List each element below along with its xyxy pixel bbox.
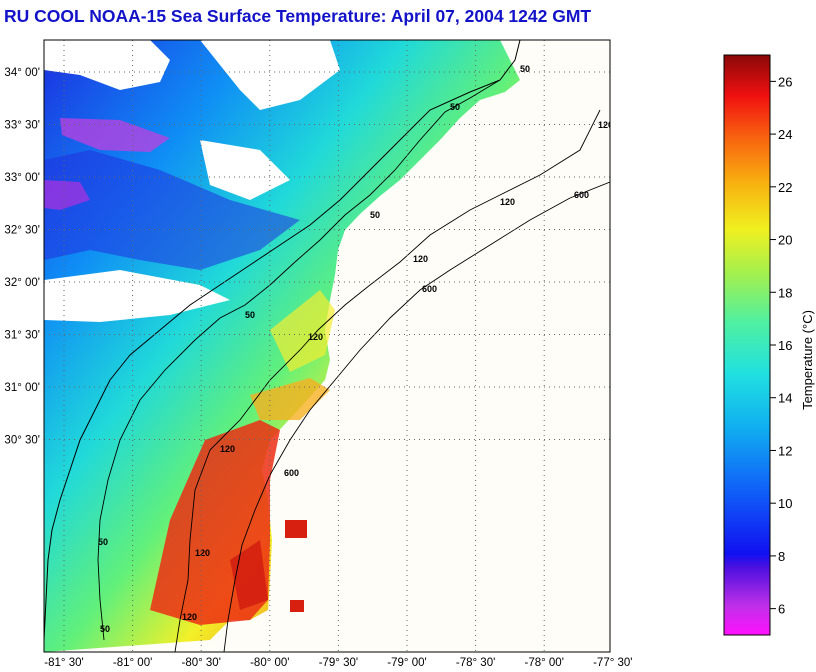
map-grid — [44, 40, 610, 652]
sst-pixel-cluster — [290, 600, 304, 612]
longitude-label: -79° 00' — [387, 657, 426, 669]
isobath-120m — [174, 109, 601, 652]
latitude-label: 30° 30' — [4, 435, 40, 447]
contour-label-120: 120 — [308, 332, 323, 342]
magenta-patch — [44, 180, 90, 210]
longitude-label: -80° 00' — [250, 657, 289, 669]
longitude-label: -78° 30' — [456, 657, 495, 669]
colorbar-tick-label: 6 — [778, 602, 785, 617]
magenta-patch — [60, 118, 170, 152]
colorbar-tick-label: 12 — [778, 443, 792, 458]
contour-label-120: 120 — [598, 120, 613, 130]
colorbar-tick-label: 20 — [778, 233, 792, 248]
latitude-label: 33° 30' — [4, 120, 40, 132]
contour-label-120: 120 — [500, 197, 515, 207]
cold-water-region — [44, 150, 300, 270]
colorbar-tick-label: 16 — [778, 338, 792, 353]
longitude-label: -81° 30' — [44, 657, 83, 669]
contour-label-50: 50 — [98, 537, 108, 547]
contour-label-50: 50 — [100, 624, 110, 634]
isobath-50m — [97, 79, 501, 641]
colorbar-tick-label: 8 — [778, 549, 785, 564]
map-border — [43, 39, 611, 653]
contour-label-50: 50 — [520, 64, 530, 74]
contour-label-120: 120 — [195, 548, 210, 558]
coastline — [44, 40, 521, 641]
latitude-label: 31° 00' — [4, 382, 40, 394]
latitude-label: 31° 30' — [4, 330, 40, 342]
cloud-mask — [44, 270, 230, 322]
colorbar-tick-label: 22 — [778, 180, 792, 195]
colorbar-tick-label: 26 — [778, 74, 792, 89]
latitude-label: 34° 00' — [4, 67, 40, 79]
longitude-label: -78° 00' — [524, 657, 563, 669]
longitude-label: -81° 00' — [113, 657, 152, 669]
contour-label-50: 50 — [450, 102, 460, 112]
latitude-label: 33° 00' — [4, 172, 40, 184]
colorbar-title: Temperature (°C) — [800, 310, 815, 410]
colorbar-tick-label: 14 — [778, 391, 792, 406]
colorbar — [723, 54, 771, 636]
cloud-mask — [200, 140, 290, 200]
longitude-label: -80° 30' — [181, 657, 220, 669]
longitude-labels: -81° 30' -81° 00' -80° 30' -80° 00' -79° 30'… — [44, 657, 632, 669]
contour-label-120: 120 — [220, 444, 235, 454]
contour-label-120: 120 — [413, 254, 428, 264]
cloud-mask — [44, 40, 170, 90]
contour-label-50: 50 — [245, 310, 255, 320]
sst-pixel-cluster — [285, 520, 307, 538]
contour-label-120: 120 — [182, 612, 197, 622]
longitude-label: -77° 30' — [593, 657, 632, 669]
contour-label-600: 600 — [422, 284, 437, 294]
latitude-labels: 34° 00' 33° 30' 33° 00' 32° 30' 32° 00' 31° 3… — [4, 67, 40, 447]
contour-label-600: 600 — [284, 468, 299, 478]
colorbar-tick-label: 24 — [778, 127, 792, 142]
contour-label-50: 50 — [370, 210, 380, 220]
contour-label-600: 600 — [574, 190, 589, 200]
longitude-label: -79° 30' — [319, 657, 358, 669]
colorbar-ticks: 26 24 22 20 18 16 14 12 10 8 6 — [770, 74, 792, 617]
map-title: RU COOL NOAA-15 Sea Surface Temperature:… — [4, 6, 592, 26]
colorbar-tick-label: 10 — [778, 496, 792, 511]
latitude-label: 32° 00' — [4, 277, 40, 289]
yellow-band — [270, 290, 335, 372]
latitude-label: 32° 30' — [4, 225, 40, 237]
isobath-600m — [223, 181, 610, 652]
colorbar-tick-label: 18 — [778, 285, 792, 300]
